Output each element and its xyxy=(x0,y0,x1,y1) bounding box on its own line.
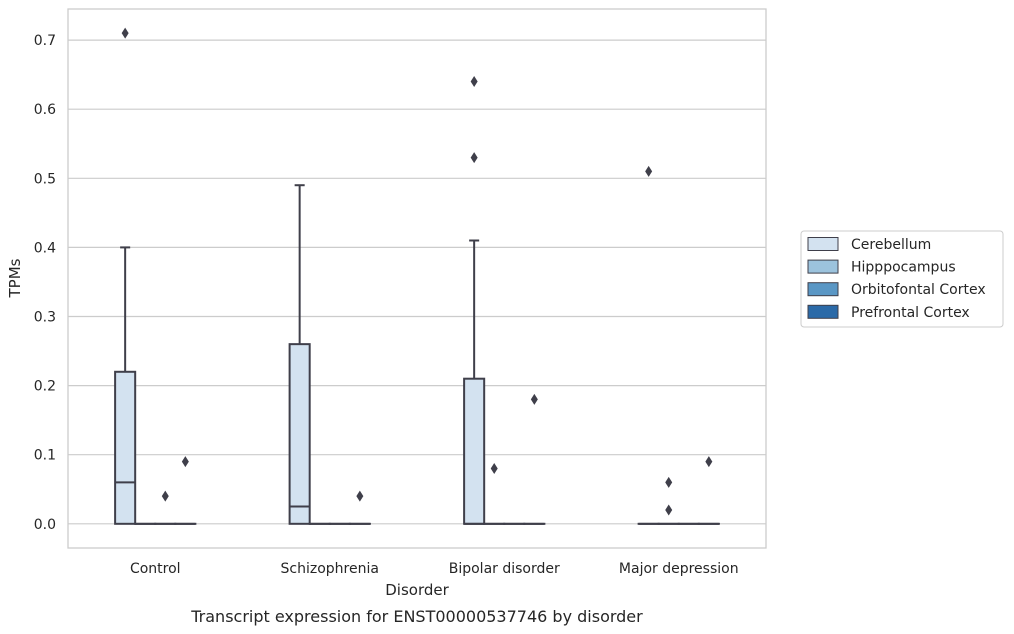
y-axis-ticks: 0.0 0.1 0.2 0.3 0.4 0.5 0.6 0.7 xyxy=(34,33,56,533)
outlier-point xyxy=(645,165,653,177)
legend-swatch xyxy=(807,237,839,251)
legend-swatch xyxy=(807,304,839,319)
box-prefrontal-cortex xyxy=(348,490,371,525)
chart-caption: Transcript expression for ENST0000053774… xyxy=(190,607,643,626)
x-tick-label: Schizophrenia xyxy=(281,561,379,577)
box-hipppocampus xyxy=(657,476,680,525)
y-tick-label: 0.6 xyxy=(34,102,56,118)
outlier-point xyxy=(490,463,498,475)
box-prefrontal-cortex xyxy=(174,456,197,525)
legend-label: Prefrontal Cortex xyxy=(851,305,970,321)
x-axis-ticks: Control Schizophrenia Bipolar disorder Majo… xyxy=(130,561,739,577)
x-tick-label: Major depression xyxy=(619,561,739,577)
legend: Cerebellum Hipppocampus Orbitofontal Corte… xyxy=(800,230,1004,328)
box-body xyxy=(288,343,311,525)
gridlines xyxy=(68,39,766,525)
y-tick-label: 0.2 xyxy=(34,379,56,395)
box-cerebellum xyxy=(463,76,486,525)
legend-swatch xyxy=(807,282,839,297)
box-orbitofontal-cortex xyxy=(154,490,177,525)
x-axis-title: Disorder xyxy=(385,581,449,599)
box-cerebellum xyxy=(288,184,311,525)
outlier-point xyxy=(121,27,129,39)
legend-frame xyxy=(800,230,1004,328)
y-tick-label: 0.4 xyxy=(34,240,56,256)
box-cerebellum xyxy=(114,27,137,525)
y-tick-label: 0.1 xyxy=(34,448,56,464)
box-body xyxy=(463,377,486,525)
box-prefrontal-cortex xyxy=(697,456,720,525)
outlier-point xyxy=(470,152,478,164)
plot-frame xyxy=(67,8,767,549)
box-layer xyxy=(114,27,720,525)
box-cerebellum xyxy=(637,165,660,525)
outlier-point xyxy=(665,476,673,488)
x-tick-label: Bipolar disorder xyxy=(449,561,560,577)
x-tick-label: Control xyxy=(130,561,181,577)
box-prefrontal-cortex xyxy=(523,393,546,525)
y-axis-title: TPMs xyxy=(6,258,24,298)
outlier-point xyxy=(181,456,189,468)
box-body xyxy=(114,370,137,525)
legend-label: Orbitofontal Cortex xyxy=(851,282,986,298)
legend-label: Hipppocampus xyxy=(851,260,956,276)
outlier-point xyxy=(665,504,673,516)
outlier-point xyxy=(356,490,364,502)
outlier-point xyxy=(705,456,713,468)
y-tick-label: 0.5 xyxy=(34,171,56,187)
legend-label: Cerebellum xyxy=(851,237,931,253)
outlier-point xyxy=(161,490,169,502)
box-hipppocampus xyxy=(483,463,506,525)
y-tick-label: 0.0 xyxy=(34,517,56,533)
outlier-point xyxy=(530,393,538,405)
legend-swatch xyxy=(807,259,839,274)
y-tick-label: 0.3 xyxy=(34,310,56,326)
y-tick-label: 0.7 xyxy=(34,33,56,49)
outlier-point xyxy=(470,76,478,88)
